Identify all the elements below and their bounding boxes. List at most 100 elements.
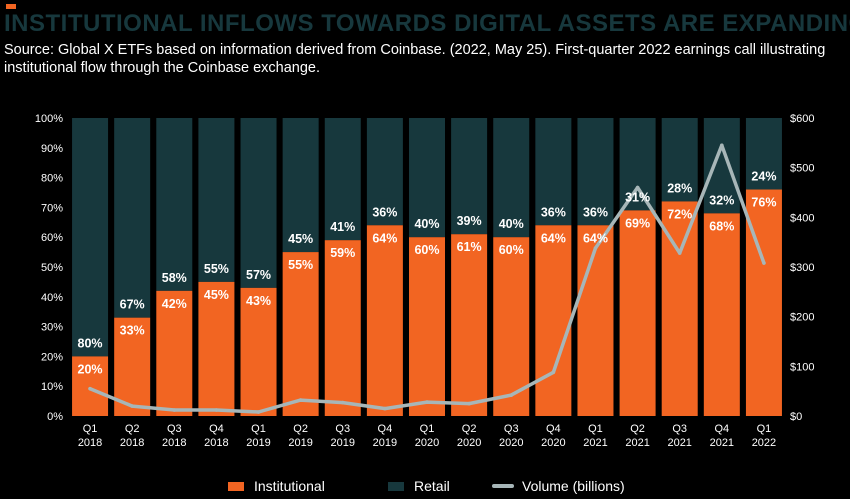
- x-tick-label-quarter: Q4: [209, 423, 224, 435]
- data-label-institutional: 42%: [162, 297, 187, 311]
- data-label-institutional: 55%: [288, 258, 313, 272]
- data-label-retail: 55%: [204, 262, 229, 276]
- right-axis-tick-label: $500: [790, 163, 814, 175]
- legend-label-retail: Retail: [414, 478, 450, 494]
- volume-point: [509, 393, 514, 397]
- data-label-retail: 36%: [583, 205, 608, 219]
- data-label-retail: 31%: [625, 190, 650, 204]
- bar-retail: [366, 118, 403, 226]
- x-tick-label-quarter: Q1: [83, 423, 98, 435]
- data-label-retail: 80%: [78, 336, 103, 350]
- bar-institutional: [240, 287, 277, 416]
- x-tick-label-quarter: Q1: [251, 423, 266, 435]
- x-tick-label-quarter: Q2: [125, 423, 140, 435]
- left-axis-tick-label: 40%: [41, 292, 63, 304]
- data-label-institutional: 20%: [78, 362, 103, 376]
- volume-point: [88, 386, 92, 391]
- bar-institutional: [535, 225, 572, 416]
- right-axis-tick-label: $0: [790, 411, 802, 423]
- data-label-institutional: 64%: [541, 231, 566, 245]
- volume-point: [130, 404, 134, 408]
- data-label-retail: 40%: [499, 217, 524, 231]
- accent-mark: [6, 4, 16, 9]
- x-tick-label-year: 2021: [583, 437, 607, 449]
- bar-retail: [619, 118, 656, 211]
- x-tick-label-year: 2019: [288, 437, 312, 449]
- x-tick-label-quarter: Q3: [672, 423, 687, 435]
- bar-institutional: [577, 225, 614, 416]
- data-label-institutional: 64%: [583, 231, 608, 245]
- data-label-retail: 36%: [372, 205, 397, 219]
- bar-retail: [114, 118, 151, 318]
- x-tick-label-quarter: Q1: [420, 423, 435, 435]
- left-axis-tick-label: 80%: [41, 173, 63, 185]
- x-tick-label-quarter: Q4: [714, 423, 729, 435]
- volume-point: [677, 251, 682, 255]
- bar-labels: 20% 80% 33% 67% 42% 58% 45% 55% 43% 57% 55% 45% 59% 4…: [78, 170, 777, 377]
- x-tick-label-year: 2019: [373, 437, 397, 449]
- right-axis-tick-label: $400: [790, 212, 814, 224]
- data-label-retail: 32%: [709, 193, 734, 207]
- data-label-institutional: 59%: [330, 246, 355, 260]
- bar-institutional: [451, 234, 488, 416]
- volume-point: [635, 185, 640, 190]
- bar-retail: [72, 118, 109, 357]
- data-label-institutional: 68%: [709, 219, 734, 233]
- data-label-retail: 36%: [541, 205, 566, 219]
- bar-retail: [535, 118, 572, 226]
- x-tick-label-quarter: Q3: [167, 423, 182, 435]
- x-tick-label-quarter: Q2: [462, 423, 477, 435]
- right-axis-tick-label: $100: [790, 361, 814, 373]
- bar-institutional: [366, 225, 403, 416]
- stacked-bar-chart: 0% 10% 20% 30% 40% 50% 60% 70% 80% 90% 100% $0 $100…: [35, 113, 815, 449]
- x-tick-label-year: 2018: [78, 437, 102, 449]
- volume-point: [720, 143, 724, 148]
- right-axis-tick-label: $200: [790, 312, 814, 324]
- right-axis-tick-label: $300: [790, 262, 814, 274]
- volume-point: [214, 408, 219, 412]
- volume-point: [340, 400, 345, 405]
- chart-title: INSTITUTIONAL INFLOWS TOWARDS DIGITAL AS…: [4, 10, 850, 37]
- legend-item-retail: Retail: [388, 478, 450, 494]
- left-axis-tick-label: 10%: [41, 381, 63, 393]
- data-label-institutional: 33%: [120, 324, 145, 338]
- x-tick-label-year: 2019: [246, 437, 270, 449]
- bar-retail: [156, 118, 193, 291]
- x-tick-label-quarter: Q1: [757, 423, 772, 435]
- right-axis: $0 $100 $200 $300 $400 $500 $600: [790, 113, 814, 423]
- bar-retail: [240, 118, 277, 288]
- x-tick-label-quarter: Q1: [588, 423, 603, 435]
- x-tick-label-quarter: Q4: [546, 423, 561, 435]
- x-tick-label-year: 2020: [415, 437, 439, 449]
- data-label-retail: 39%: [457, 214, 482, 228]
- x-tick-label-year: 2020: [457, 437, 481, 449]
- x-tick-label-year: 2021: [625, 437, 649, 449]
- right-axis-tick-label: $600: [790, 113, 814, 125]
- legend-label-volume: Volume (billions): [522, 478, 625, 494]
- bar-institutional: [409, 237, 445, 416]
- bar-retail: [493, 118, 530, 238]
- bar-retail: [282, 118, 319, 253]
- bar-institutional: [198, 281, 235, 416]
- legend-swatch-institutional: [228, 481, 244, 491]
- data-label-institutional: 72%: [667, 207, 692, 221]
- chart-subtitle: Source: Global X ETFs based on informati…: [4, 42, 826, 76]
- legend-swatch-volume: [492, 484, 514, 488]
- data-label-retail: 57%: [246, 268, 271, 282]
- bar-retail: [577, 118, 614, 226]
- volume-point: [256, 410, 261, 414]
- data-label-institutional: 43%: [246, 294, 271, 308]
- bar-retail: [324, 118, 361, 241]
- bar-institutional: [703, 213, 740, 416]
- x-tick-label-quarter: Q4: [378, 423, 393, 435]
- volume-point: [762, 261, 766, 265]
- x-tick-label-quarter: Q2: [630, 423, 645, 435]
- volume-point: [172, 408, 177, 412]
- bar-institutional: [619, 210, 656, 416]
- x-tick-label-year: 2022: [752, 437, 776, 449]
- x-tick-label-quarter: Q2: [293, 423, 308, 435]
- x-tick-label-year: 2018: [120, 437, 144, 449]
- left-axis-tick-label: 0%: [47, 411, 63, 423]
- x-tick-label-year: 2018: [162, 437, 186, 449]
- bar-institutional: [72, 356, 109, 416]
